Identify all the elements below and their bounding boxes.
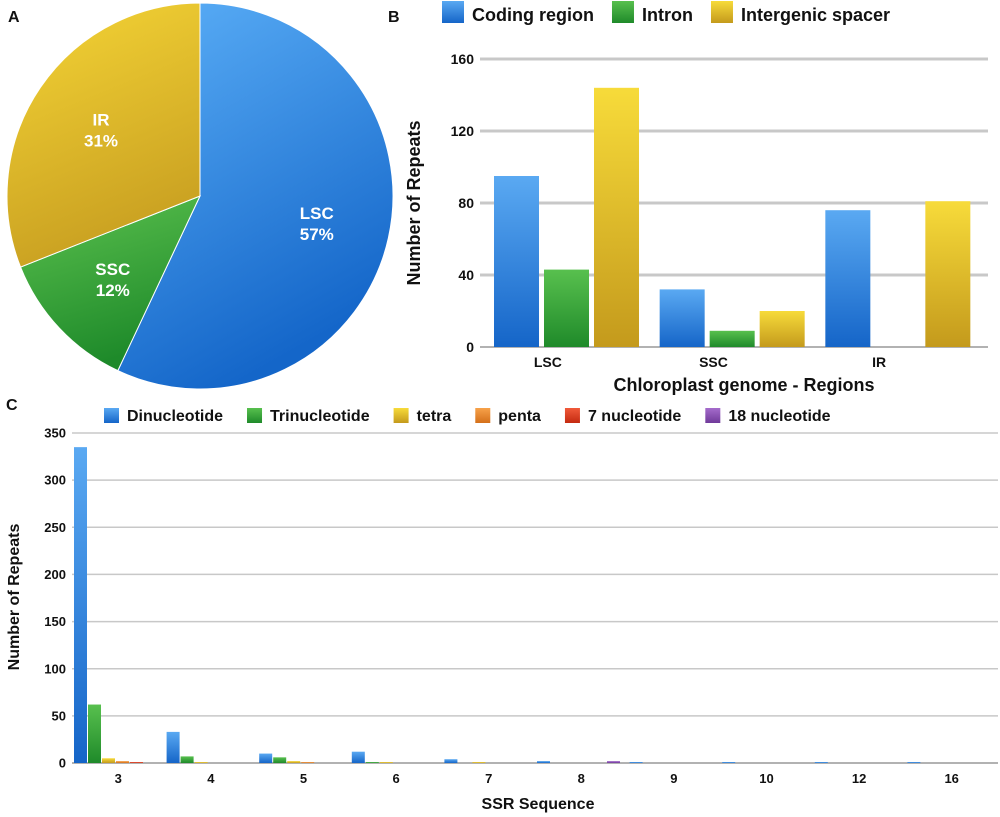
bar-trinucleotide-3	[88, 704, 101, 763]
bar-coding-region-ssc	[659, 289, 705, 347]
x-tick-lsc: LSC	[534, 354, 562, 370]
bar-penta-5	[301, 762, 315, 763]
bar-intergenic-spacer-lsc	[594, 87, 639, 348]
legend-label-7-nucleotide: 7 nucleotide	[588, 408, 681, 425]
bar-7-nucleotide-3	[130, 762, 143, 763]
x-tick-16: 16	[944, 771, 958, 786]
pie-slice-lsc	[117, 2, 394, 390]
bar-coding-region-lsc	[494, 176, 539, 347]
legend-label-18-nucleotide: 18 nucleotide	[728, 408, 830, 425]
y-tick-100: 100	[44, 661, 66, 676]
y-tick-150: 150	[44, 614, 66, 629]
bar-tetra-5	[287, 761, 301, 763]
legend-swatch-intergenic-spacer	[710, 1, 733, 23]
y-tick-80: 80	[458, 195, 474, 211]
y-tick-120: 120	[451, 123, 475, 139]
y-tick-350: 350	[44, 426, 66, 441]
x-tick-4: 4	[207, 771, 215, 786]
bar-18-nucleotide-8	[607, 761, 620, 763]
legend-label-penta: penta	[498, 408, 541, 425]
pie-percent-ssc: 12%	[96, 281, 130, 300]
y-tick-40: 40	[458, 267, 474, 283]
panel-label-b: B	[388, 9, 400, 26]
bar-intron-ssc	[709, 330, 755, 347]
pie-label-lsc: LSC	[300, 204, 334, 223]
x-tick-6: 6	[392, 771, 399, 786]
y-tick-50: 50	[52, 708, 66, 723]
bar-dinucleotide-10	[722, 762, 736, 763]
legend-label-dinucleotide: Dinucleotide	[127, 408, 223, 425]
bar-penta-3	[116, 761, 129, 763]
legend-label-coding-region: Coding region	[472, 5, 594, 25]
bar-tetra-3	[102, 758, 115, 763]
bar-trinucleotide-4	[180, 756, 194, 763]
legend-label-intron: Intron	[642, 5, 693, 25]
pie-label-ir: IR	[93, 111, 110, 130]
bar-dinucleotide-7	[444, 759, 458, 763]
legend-label-intergenic-spacer: Intergenic spacer	[741, 5, 890, 25]
legend-swatch-tetra	[393, 408, 409, 423]
pie-slice-ssc	[19, 195, 201, 372]
bar-dinucleotide-5	[259, 753, 273, 763]
y-axis-title: Number of Repeats	[404, 120, 424, 285]
x-tick-10: 10	[759, 771, 773, 786]
pie-chart: LSC 57% SSC 12% IR 31%	[6, 2, 394, 390]
x-tick-ir: IR	[872, 354, 886, 370]
bar-dinucleotide-4	[166, 731, 180, 763]
x-tick-9: 9	[670, 771, 677, 786]
legend-label-tetra: tetra	[417, 408, 452, 425]
bar-tetra-4	[194, 762, 208, 763]
bar-dinucleotide-12	[814, 762, 828, 763]
pie-percent-lsc: 57%	[300, 225, 334, 244]
legend-swatch-trinucleotide	[247, 408, 263, 423]
pie-slice-ir	[6, 2, 201, 268]
bar-dinucleotide-3	[74, 447, 87, 763]
bar-coding-region-ir	[825, 210, 871, 347]
x-tick-12: 12	[852, 771, 866, 786]
bar-chart-regions: 0 40 80 120 160 LSC SSC IR Chloroplast genome - …	[404, 1, 988, 395]
bar-intergenic-spacer-ssc	[759, 311, 805, 347]
pie-label-ssc: SSC	[95, 260, 130, 279]
panel-label-a: A	[8, 9, 20, 26]
y-tick-160: 160	[451, 51, 475, 67]
y-tick-200: 200	[44, 567, 66, 582]
legend-swatch-penta	[475, 408, 491, 423]
x-tick-3: 3	[115, 771, 122, 786]
x-axis-title: SSR Sequence	[482, 796, 595, 813]
bar-intron-lsc	[544, 269, 589, 347]
y-tick-250: 250	[44, 520, 66, 535]
pie-percent-ir: 31%	[84, 132, 118, 151]
legend-swatch-intron	[611, 1, 634, 23]
x-tick-8: 8	[578, 771, 585, 786]
panel-label-c: C	[6, 397, 18, 414]
bar-intergenic-spacer-ir	[925, 201, 971, 347]
x-tick-7: 7	[485, 771, 492, 786]
x-tick-5: 5	[300, 771, 307, 786]
legend-label-trinucleotide: Trinucleotide	[270, 408, 370, 425]
bar-dinucleotide-9	[629, 762, 643, 763]
bar-tetra-7	[472, 762, 486, 763]
y-tick-0: 0	[59, 756, 66, 771]
legend-swatch-coding-region	[442, 1, 464, 23]
y-tick-300: 300	[44, 473, 66, 488]
bar-dinucleotide-6	[351, 751, 365, 763]
bar-trinucleotide-5	[273, 757, 287, 763]
bar-dinucleotide-8	[537, 761, 550, 763]
bar-trinucleotide-6	[365, 762, 379, 763]
legend-swatch-dinucleotide	[104, 408, 119, 423]
bar-dinucleotide-16	[907, 762, 921, 763]
bar-chart-ssr: 0 50 100 150 200 250 300 350 3 4 5 6 7 8 9 10 12 16 SSR Se…	[6, 408, 998, 813]
x-axis-title: Chloroplast genome - Regions	[613, 375, 874, 395]
legend-swatch-7-nucleotide	[564, 408, 580, 423]
bar-tetra-6	[379, 762, 393, 763]
y-axis-title: Number of Repeats	[6, 524, 23, 671]
x-tick-ssc: SSC	[699, 354, 728, 370]
legend-swatch-18-nucleotide	[705, 408, 721, 423]
y-tick-0: 0	[466, 339, 474, 355]
